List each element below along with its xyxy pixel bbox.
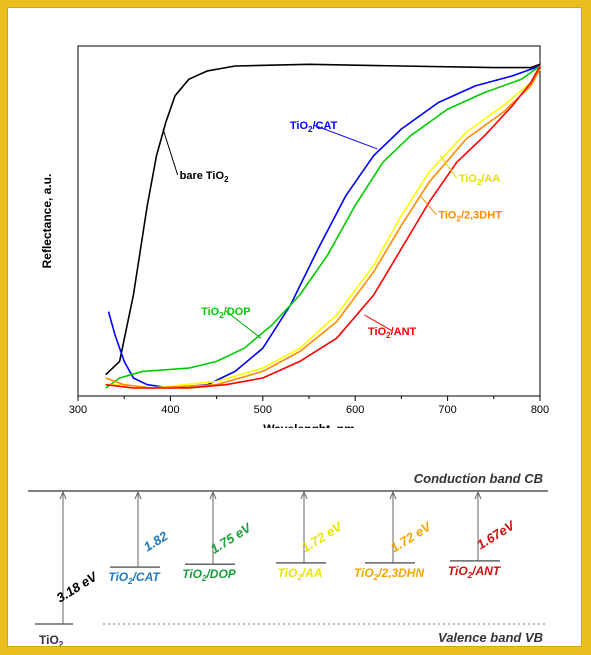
label-leader xyxy=(162,128,179,175)
label-leader xyxy=(439,155,458,179)
material-label: TiO2/2,3DHN xyxy=(354,566,425,582)
series-line xyxy=(105,68,541,389)
energy-label: 1.72 eV xyxy=(388,518,435,555)
arrow-head xyxy=(209,490,217,500)
material-label: TiO2 xyxy=(39,633,64,646)
energy-label: 3.18 eV xyxy=(54,568,101,605)
figure-frame: 300 400 500 600 700 800 Wavelenght, nm Reflecta… xyxy=(8,8,581,646)
series-line xyxy=(105,65,541,389)
x-tick-label: 800 xyxy=(531,404,549,416)
series-label: bare TiO2 xyxy=(180,170,229,184)
arrow-head xyxy=(300,490,308,500)
series-label: TiO2/2,3DHT xyxy=(438,210,502,224)
energy-label: 1.72 eV xyxy=(299,518,346,555)
material-label: TiO2/AA xyxy=(278,566,323,582)
arrow-head xyxy=(389,490,397,500)
material-label: TiO2/CAT xyxy=(108,570,161,586)
reflectance-chart: 300 400 500 600 700 800 Wavelenght, nm Reflecta… xyxy=(40,45,549,428)
material-label: TiO2/DOP xyxy=(182,567,237,583)
label-leader xyxy=(364,314,393,332)
arrow-head xyxy=(474,490,482,500)
energy-label: 1.67eV xyxy=(474,517,518,552)
series-line xyxy=(105,65,541,389)
series-line xyxy=(105,65,541,389)
series-label: TiO2/DOP xyxy=(201,306,251,320)
x-axis-label: Wavelenght, nm xyxy=(263,422,355,428)
label-leader xyxy=(313,124,378,150)
series-line xyxy=(105,63,541,376)
band-diagram: Conduction band CB Valence band VB 3.18 eV… xyxy=(28,471,548,646)
y-axis-label: Reflectance, a.u. xyxy=(40,174,54,269)
x-tick-label: 600 xyxy=(346,404,364,416)
label-leader xyxy=(225,310,262,339)
valence-band-label: Valence band VB xyxy=(438,630,543,645)
conduction-band-label: Conduction band CB xyxy=(414,471,543,486)
x-tick-label: 700 xyxy=(438,404,456,416)
x-tick-label: 300 xyxy=(69,404,87,416)
series-line xyxy=(107,65,541,389)
series-label: TiO2/CAT xyxy=(290,120,338,134)
x-tick-label: 500 xyxy=(254,404,272,416)
energy-label: 1.75 eV xyxy=(208,519,255,556)
series-label: TiO2/AA xyxy=(459,173,501,187)
x-tick-label: 400 xyxy=(161,404,179,416)
material-label: TiO2/ANT xyxy=(448,564,502,580)
energy-label: 1.82 xyxy=(141,528,171,555)
arrow-head xyxy=(134,490,142,500)
series-label: TiO2/ANT xyxy=(368,326,417,340)
arrow-head xyxy=(59,490,67,500)
label-leader xyxy=(419,195,437,216)
